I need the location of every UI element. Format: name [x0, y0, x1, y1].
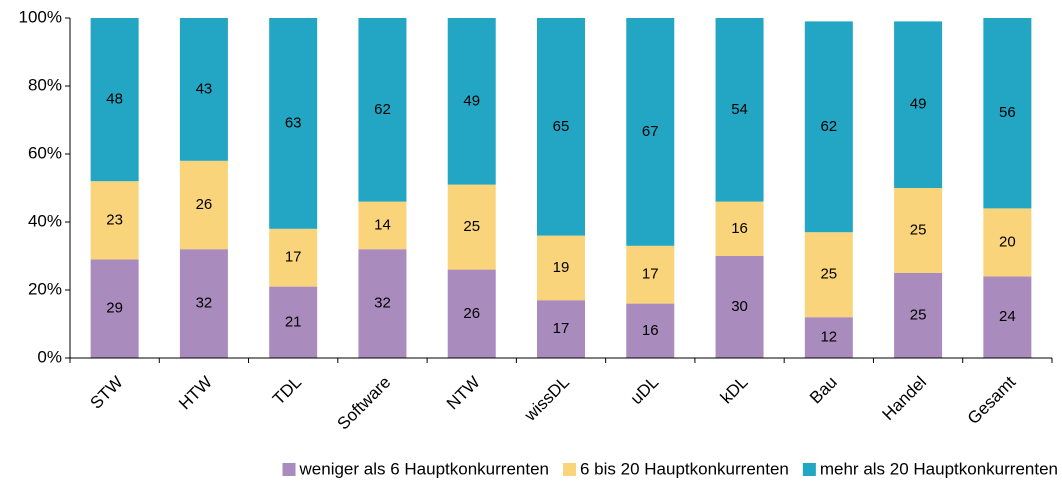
bar-segment: [537, 18, 585, 236]
x-tick-label: NTW: [443, 373, 484, 414]
data-label: 21: [285, 313, 302, 330]
bar-segment: [894, 21, 943, 189]
bar-segment: [447, 184, 496, 270]
data-label: 25: [910, 221, 927, 238]
data-label: 25: [910, 306, 927, 323]
data-label: 43: [196, 80, 213, 97]
data-label: 67: [642, 123, 659, 140]
bar-segment: [894, 188, 943, 273]
bar-segment: [537, 235, 585, 301]
data-label: 63: [285, 114, 302, 131]
bar-segment: [90, 259, 139, 358]
data-label: 12: [820, 329, 837, 346]
data-label: 23: [106, 211, 123, 228]
bar-segment: [626, 303, 675, 358]
data-label: 16: [731, 220, 748, 237]
data-label: 62: [820, 118, 837, 135]
data-label: 48: [106, 91, 123, 108]
legend-swatch: [282, 463, 296, 476]
bar-segment: [90, 181, 139, 260]
bar-segment: [537, 300, 585, 358]
bar-segment: [358, 18, 407, 202]
data-label: 65: [553, 118, 570, 135]
legend-swatch: [563, 463, 576, 476]
legend: weniger als 6 Hauptkonkurrenten 6 bis 20 …: [282, 459, 1058, 478]
y-tick-label: 40%: [28, 211, 62, 230]
bar-segment: [715, 256, 764, 358]
data-label: 30: [731, 298, 748, 315]
data-label: 62: [374, 101, 391, 118]
bar-segment: [269, 18, 318, 229]
bar-segment: [626, 18, 675, 246]
y-tick-label: 20%: [28, 279, 62, 298]
y-tick-label: 60%: [28, 143, 62, 162]
bar-segment: [179, 249, 228, 358]
bar-segment: [447, 18, 496, 185]
data-label: 49: [463, 92, 480, 109]
y-tick-label: 0%: [37, 347, 62, 366]
data-label: 32: [196, 295, 213, 312]
x-tick-label: HTW: [175, 373, 216, 414]
bar-segment: [983, 276, 1032, 358]
bar-segment: [626, 245, 675, 304]
bar-segment: [269, 286, 318, 358]
x-tick-label: Bau: [806, 373, 841, 408]
legend-label: 6 bis 20 Hauptkonkurrenten: [580, 459, 789, 478]
data-label: 29: [106, 300, 123, 317]
x-tick-label: TDL: [269, 373, 305, 409]
bar-segment: [358, 249, 407, 358]
data-label: 17: [285, 249, 302, 266]
data-label: 20: [999, 233, 1016, 250]
bar-segment: [447, 269, 496, 358]
bar-segment: [804, 317, 853, 358]
bar-segment: [983, 208, 1032, 277]
bar-segment: [894, 273, 943, 358]
bar-segment: [179, 160, 228, 250]
legend-swatch: [802, 463, 816, 476]
x-tick-label: STW: [86, 373, 126, 413]
plot-area: [90, 18, 1032, 358]
data-label: 26: [463, 305, 480, 322]
x-tick-label: Software: [334, 373, 395, 434]
data-label: 17: [642, 266, 659, 283]
bar-segment: [804, 232, 853, 318]
x-tick-label: uDL: [627, 373, 662, 408]
bar-segment: [715, 18, 764, 202]
x-tick-label: kDL: [717, 373, 752, 408]
bar-segment: [983, 18, 1032, 209]
data-label: 25: [463, 218, 480, 235]
bar-segment: [358, 201, 407, 250]
data-label: 16: [642, 322, 659, 339]
y-tick-label: 100%: [19, 7, 62, 26]
x-tick-label: wissDL: [520, 373, 573, 426]
bar-segment: [715, 201, 764, 256]
data-label: 19: [553, 259, 570, 276]
data-label: 24: [999, 308, 1016, 325]
bar-segment: [804, 21, 853, 233]
bar-segment: [90, 18, 139, 182]
x-tick-label: Handel: [879, 373, 931, 425]
bar-segment: [269, 228, 318, 287]
data-label: 25: [820, 266, 837, 283]
data-label: 56: [999, 104, 1016, 121]
legend-label: weniger als 6 Hauptkonkurrenten: [299, 459, 549, 478]
legend-label: mehr als 20 Hauptkonkurrenten: [820, 459, 1058, 478]
x-tick-label: Gesamt: [964, 372, 1020, 428]
data-label: 14: [374, 216, 391, 233]
data-label: 32: [374, 295, 391, 312]
y-tick-label: 80%: [28, 75, 62, 94]
bar-segment: [179, 18, 228, 161]
data-label: 54: [731, 101, 748, 118]
data-label: 17: [553, 320, 570, 337]
data-label: 49: [910, 96, 927, 113]
data-label: 26: [196, 196, 213, 213]
